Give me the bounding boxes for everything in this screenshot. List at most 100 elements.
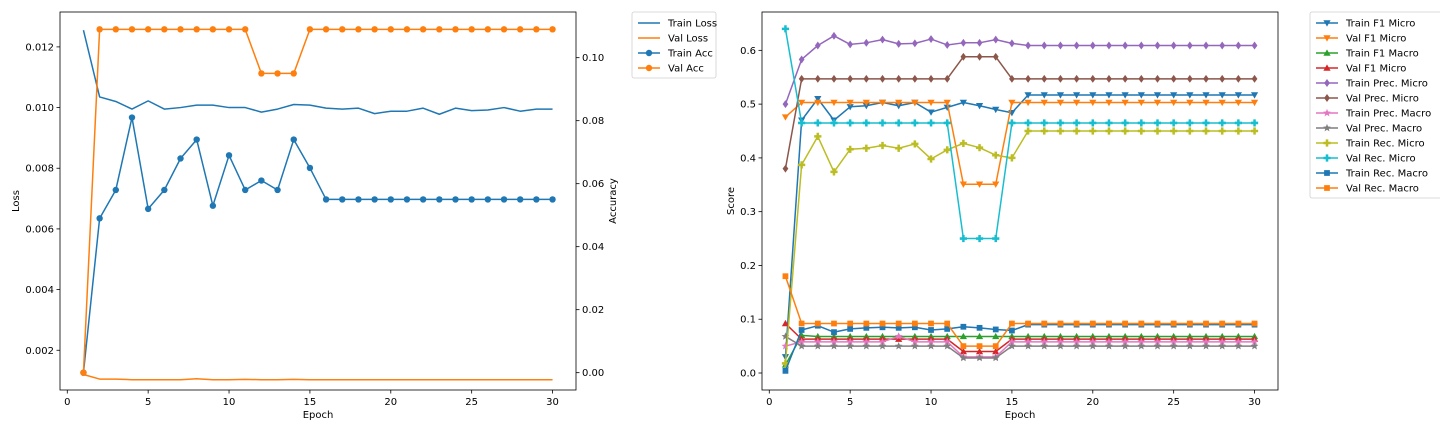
data-point bbox=[1234, 341, 1243, 350]
legend-entry-label: Val Prec. Macro bbox=[1346, 124, 1422, 135]
y2-tick-label: 0.00 bbox=[582, 368, 604, 379]
data-point bbox=[1137, 341, 1146, 350]
data-point bbox=[1154, 320, 1161, 327]
score-chart: 0 5 10 15 20 25 30 0.0 0.1 0.2 0.3 0.4 0.5 0.6 Epoch Sc… bbox=[726, 11, 1440, 421]
y-tick-label: 0.008 bbox=[25, 164, 54, 175]
data-point bbox=[1040, 119, 1048, 127]
data-point bbox=[944, 320, 951, 327]
data-point bbox=[911, 140, 919, 148]
series-line bbox=[784, 94, 1255, 357]
y-axis-label: Score bbox=[726, 187, 737, 215]
data-point bbox=[1122, 74, 1129, 83]
data-point bbox=[1169, 341, 1178, 350]
data-point bbox=[1202, 127, 1210, 135]
data-point bbox=[193, 26, 200, 33]
data-point bbox=[403, 26, 411, 33]
data-point bbox=[225, 26, 233, 33]
data-point bbox=[1234, 127, 1242, 135]
data-point bbox=[1057, 320, 1064, 327]
data-point bbox=[1025, 74, 1031, 83]
data-point bbox=[862, 337, 871, 346]
data-point bbox=[1122, 320, 1129, 327]
data-point bbox=[1203, 74, 1209, 83]
data-point bbox=[975, 353, 984, 362]
data-point bbox=[549, 196, 556, 203]
data-point bbox=[846, 119, 854, 127]
data-point bbox=[960, 38, 967, 47]
data-point bbox=[128, 26, 136, 33]
data-point bbox=[1154, 74, 1161, 83]
data-point bbox=[960, 52, 967, 61]
series-line bbox=[784, 322, 1255, 353]
data-point bbox=[1153, 127, 1162, 135]
data-point bbox=[943, 341, 952, 350]
data-point bbox=[1089, 41, 1096, 50]
data-point bbox=[1056, 337, 1065, 346]
data-point bbox=[1073, 320, 1080, 327]
series-line bbox=[785, 335, 1255, 358]
data-point bbox=[782, 273, 789, 280]
series-line bbox=[82, 30, 553, 115]
data-point bbox=[1170, 74, 1177, 83]
data-point bbox=[387, 26, 394, 33]
data-point bbox=[1186, 41, 1193, 50]
data-point bbox=[1009, 327, 1015, 334]
data-point bbox=[847, 74, 854, 83]
data-point bbox=[1121, 127, 1129, 135]
data-point bbox=[1056, 119, 1065, 127]
data-point bbox=[1218, 119, 1226, 127]
data-point bbox=[1088, 341, 1097, 350]
data-point bbox=[500, 196, 508, 203]
data-point bbox=[1008, 154, 1016, 162]
data-point bbox=[862, 119, 870, 127]
data-point bbox=[1186, 320, 1193, 327]
x-axis-label: Epoch bbox=[303, 410, 334, 421]
data-point bbox=[862, 144, 870, 152]
data-point bbox=[975, 181, 984, 188]
data-point bbox=[144, 26, 152, 33]
data-point bbox=[1105, 337, 1113, 346]
data-point bbox=[879, 320, 886, 327]
legend-marker-swatch bbox=[1323, 64, 1331, 71]
data-point bbox=[1138, 74, 1145, 83]
data-point bbox=[911, 99, 919, 107]
data-point bbox=[959, 234, 967, 243]
data-point bbox=[242, 186, 249, 194]
data-point bbox=[992, 326, 999, 333]
data-point bbox=[1170, 127, 1178, 135]
data-point bbox=[1073, 99, 1081, 107]
data-point bbox=[782, 367, 789, 374]
series-line bbox=[785, 335, 1255, 359]
data-point bbox=[452, 26, 459, 33]
data-point bbox=[1025, 320, 1031, 327]
data-point bbox=[355, 196, 362, 203]
data-point bbox=[1025, 41, 1031, 50]
data-point bbox=[290, 136, 297, 143]
data-point bbox=[781, 332, 790, 340]
data-point bbox=[797, 337, 806, 346]
data-point bbox=[468, 26, 475, 33]
data-point bbox=[814, 320, 821, 327]
data-point bbox=[96, 26, 103, 33]
y-tick-label: 0.1 bbox=[740, 315, 756, 326]
data-point bbox=[944, 74, 951, 83]
legend-entry-label: Train Loss bbox=[667, 19, 717, 30]
series-line bbox=[784, 323, 1255, 372]
y-tick-label: 0.4 bbox=[740, 153, 756, 164]
data-point bbox=[1073, 41, 1080, 50]
data-point bbox=[1009, 320, 1015, 327]
x-tick-label: 0 bbox=[766, 397, 772, 408]
data-point bbox=[274, 70, 281, 77]
y-tick-label: 0.006 bbox=[25, 224, 54, 235]
data-point bbox=[549, 26, 556, 33]
y2-tick-label: 0.06 bbox=[582, 179, 604, 190]
data-point bbox=[1250, 341, 1259, 350]
data-point bbox=[1137, 92, 1145, 99]
data-point bbox=[798, 327, 805, 333]
data-point bbox=[830, 337, 838, 346]
data-point bbox=[500, 26, 508, 33]
data-point bbox=[355, 26, 362, 33]
data-point bbox=[911, 39, 918, 48]
data-point bbox=[991, 353, 1000, 362]
data-point bbox=[516, 26, 524, 33]
